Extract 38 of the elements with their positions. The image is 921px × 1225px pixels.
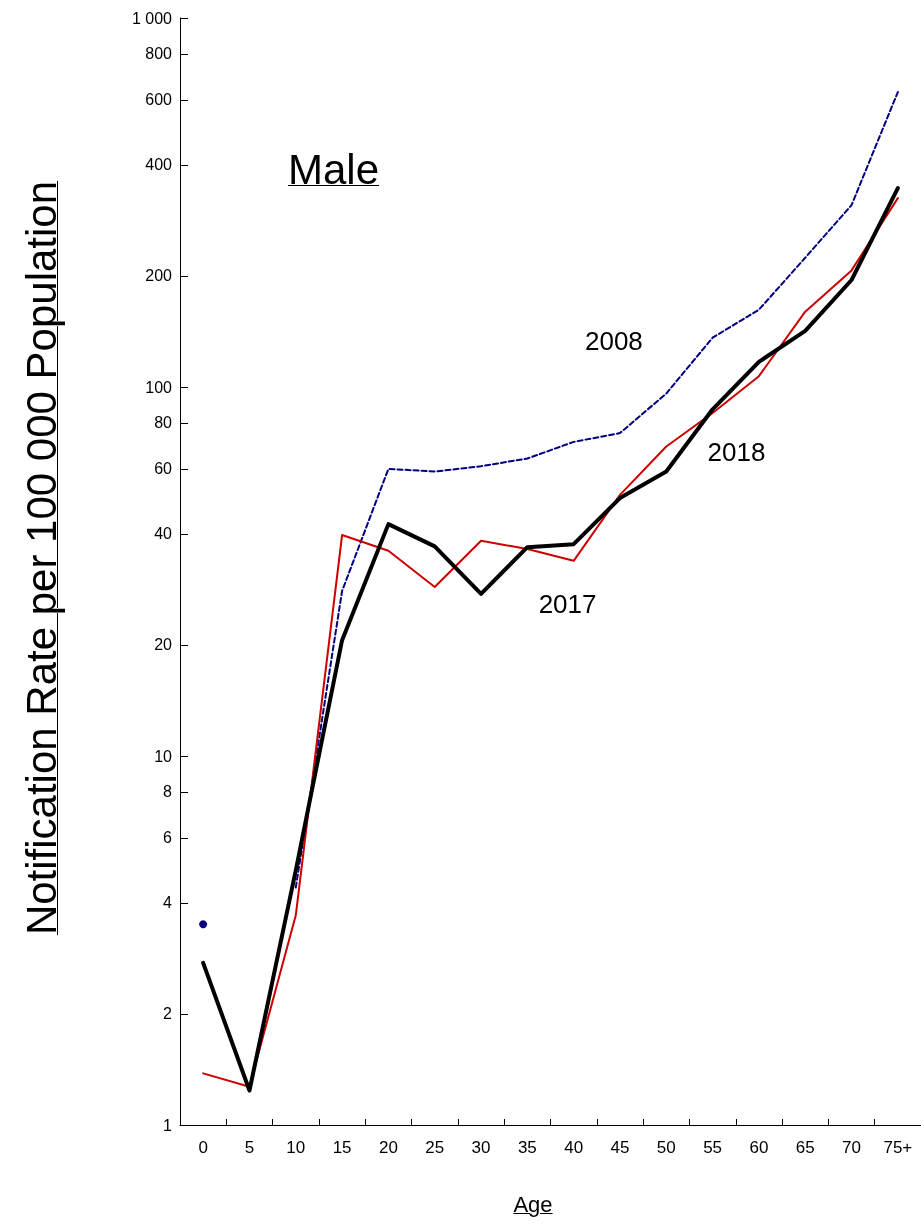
x-tick-label: 45	[610, 1138, 630, 1157]
y-tick-label: 600	[145, 91, 173, 109]
x-tick-label: 25	[425, 1138, 445, 1157]
x-tick-label: 55	[703, 1138, 723, 1157]
x-tick-label: 20	[378, 1138, 398, 1157]
y-tick-label: 10	[154, 747, 173, 765]
x-tick-label: 65	[795, 1138, 815, 1157]
y-tick-label: 8	[163, 783, 173, 801]
x-tick-label: 60	[749, 1138, 769, 1157]
series-label: 2008	[584, 326, 643, 358]
x-tick-label: 0	[198, 1138, 208, 1157]
x-tick-label: 35	[517, 1138, 537, 1157]
series-label: 2018	[707, 437, 766, 469]
y-axis-title: Notification Rate per 100 000 Population	[18, 180, 66, 936]
y-tick-label: 80	[154, 414, 173, 432]
y-tick-label: 60	[154, 460, 173, 478]
x-tick-label: 10	[286, 1138, 306, 1157]
x-tick-label: 15	[332, 1138, 352, 1157]
x-tick-label: 5	[244, 1138, 255, 1157]
x-tick-label: 40	[564, 1138, 584, 1157]
series-label: 2017	[538, 588, 597, 620]
y-tick-label: 40	[154, 525, 173, 543]
y-tick-label: 20	[154, 636, 173, 654]
y-tick-label: 800	[145, 45, 173, 63]
y-tick-label: 4	[163, 894, 173, 912]
y-tick-label: 100	[145, 378, 173, 396]
y-tick-label: 1	[163, 1116, 173, 1134]
x-axis-title: Age	[513, 1192, 553, 1218]
y-tick-label: 400	[145, 156, 173, 174]
y-tick-label: 1 000	[131, 9, 173, 27]
x-tick-label: 75+	[883, 1138, 913, 1157]
x-tick-label: 30	[471, 1138, 491, 1157]
x-tick-label: 50	[656, 1138, 676, 1157]
y-tick-label: 2	[163, 1005, 173, 1023]
text: Male	[288, 146, 380, 194]
y-tick-label: 200	[145, 267, 173, 285]
y-tick-label: 6	[163, 829, 173, 847]
x-tick-label: 70	[842, 1138, 861, 1157]
